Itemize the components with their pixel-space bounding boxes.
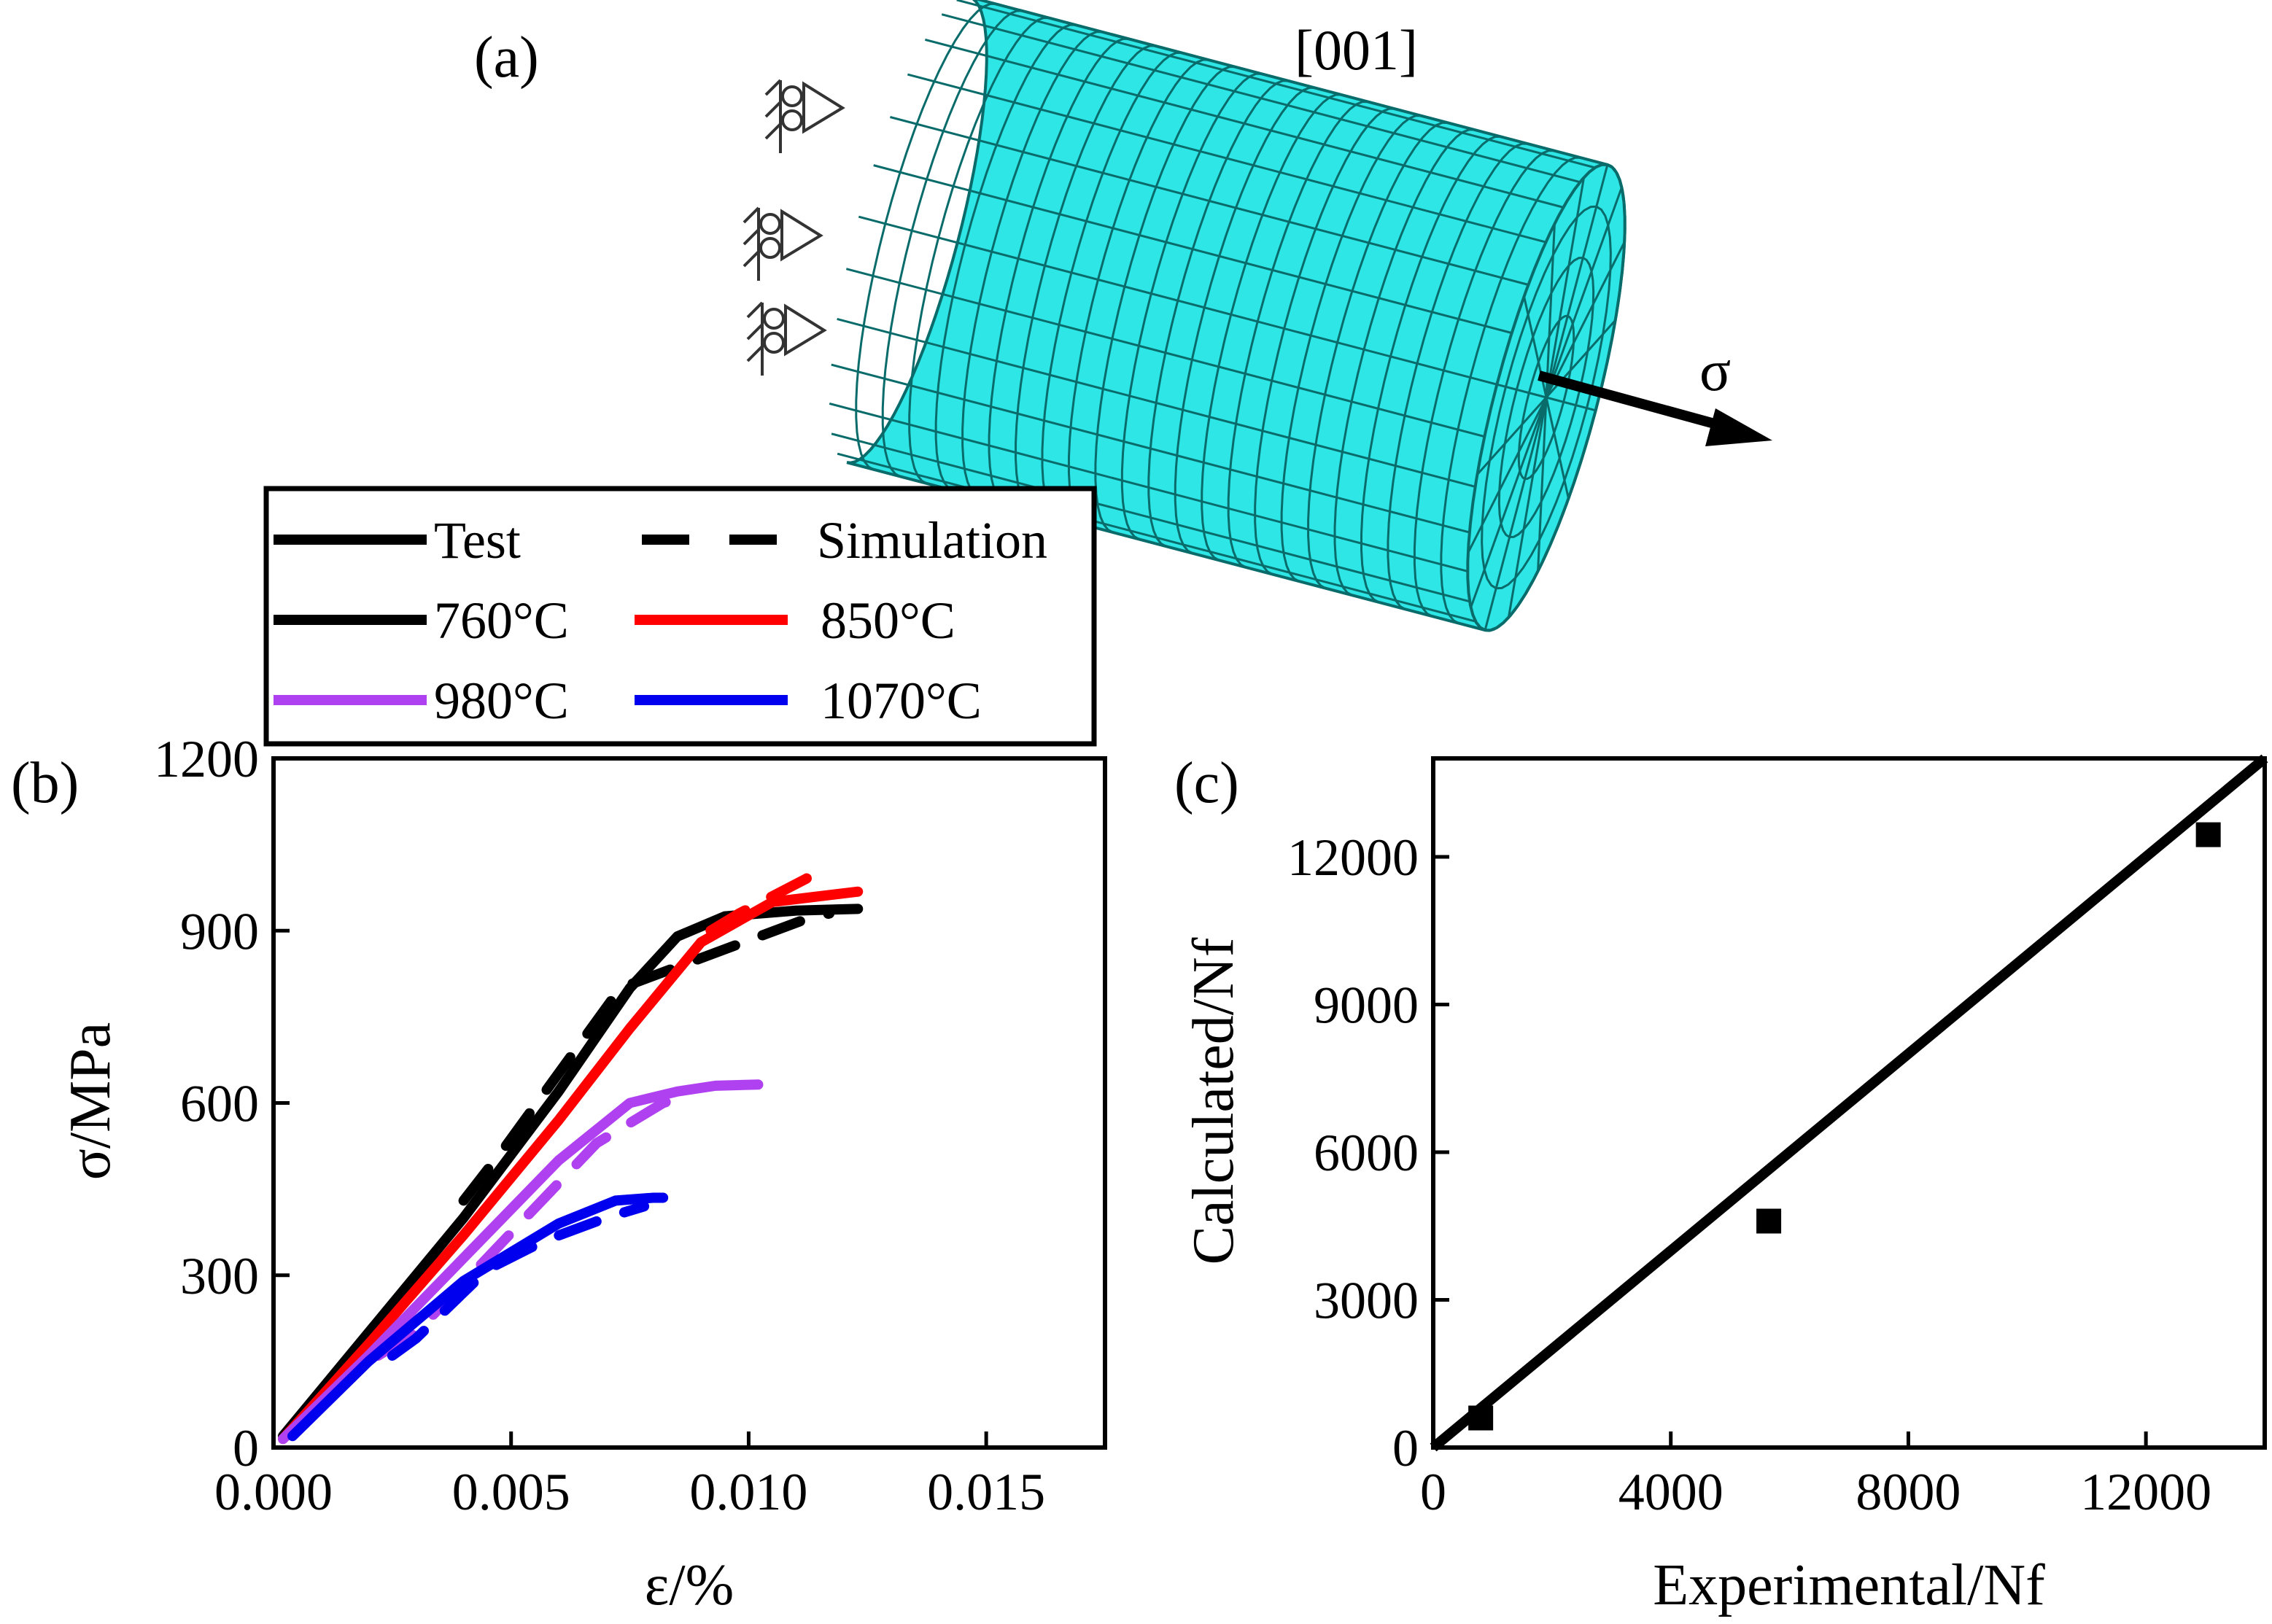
- stress-arrow: [1538, 370, 1726, 432]
- series-980c-simulation: [373, 1089, 697, 1361]
- plot-b-xlabel: ε/%: [645, 1553, 734, 1617]
- mesh-ring-line: [1307, 121, 1449, 589]
- direction-label: [001]: [1295, 18, 1418, 82]
- panel-b: (b) 0.000 0.005 0.010 0.015 0 300 600 900 1200 ε…: [11, 730, 1107, 1617]
- mesh-ring-line: [1440, 156, 1581, 624]
- plot-c-ylabel: Calculated/Nf: [1182, 937, 1246, 1264]
- stress-label: σ: [1699, 339, 1731, 403]
- end-face-mesh-spoke: [1537, 397, 1548, 572]
- mesh-ring-line: [1201, 93, 1342, 562]
- series-1070c-test: [287, 1192, 669, 1442]
- mesh-ring-line: [1360, 135, 1502, 604]
- mesh-ring-line: [1174, 86, 1315, 555]
- plot-c-axes: 0 4000 8000 12000 0 3000 6000 9000 12000: [1287, 828, 2211, 1521]
- panel-a: (a) [001]: [474, 0, 1772, 632]
- x-tick-label: 8000: [1856, 1463, 1961, 1521]
- series-760c-simulation: [458, 908, 835, 1206]
- end-face-mesh-spoke: [1545, 177, 1586, 398]
- end-face-mesh-spoke: [1507, 397, 1548, 618]
- plot-b-ylabel: σ/MPa: [58, 1022, 123, 1180]
- y-tick-label: 3000: [1314, 1272, 1419, 1330]
- panel-a-label: (a): [474, 26, 539, 90]
- end-face-mesh-spoke: [1545, 187, 1623, 398]
- mesh-ring-line: [1280, 114, 1422, 583]
- mesh-ring-line: [1041, 51, 1182, 520]
- end-face-mesh-spoke: [1545, 397, 1570, 499]
- mesh-ring-line: [908, 16, 1050, 485]
- roller-support-icon: [764, 79, 845, 153]
- series-850c-test: [278, 886, 864, 1445]
- y-tick-label: 1200: [154, 730, 259, 788]
- plot-c-marks: [1430, 754, 2268, 1452]
- mesh-ring-line: [1227, 100, 1368, 569]
- x-tick-label: 0.000: [214, 1463, 333, 1521]
- reference-line: [1430, 754, 2268, 1452]
- end-face-mesh-spoke: [1546, 396, 1597, 412]
- x-tick-label: 0.005: [452, 1463, 570, 1521]
- legend-760-label: 760°C: [434, 591, 569, 650]
- panel-c: (c) 0 4000 8000 12000 0 3000 6000 9000 12000 Exp…: [1174, 751, 2268, 1617]
- end-face-mesh-spoke: [1545, 164, 1609, 398]
- panel-b-label: (b): [11, 751, 79, 815]
- mesh-ring-line: [1333, 128, 1475, 597]
- legend-980-label: 980°C: [434, 672, 569, 730]
- data-point: [1756, 1208, 1782, 1234]
- y-tick-label: 0: [233, 1419, 259, 1477]
- series-760c-test: [278, 904, 864, 1442]
- legend-850-label: 850°C: [821, 591, 955, 650]
- mesh-ring-line: [1120, 72, 1262, 540]
- plot-b-series: [278, 862, 864, 1445]
- y-tick-label: 6000: [1314, 1124, 1419, 1182]
- stress-arrowhead: [1705, 408, 1772, 446]
- legend: Test Simulation 760°C 850°C 980°C 1070°C: [263, 486, 1097, 747]
- plot-c-xlabel: Experimental/Nf: [1653, 1553, 2045, 1617]
- roller-support-icon: [746, 301, 827, 376]
- mesh-ring-line: [961, 31, 1103, 499]
- x-tick-label: 4000: [1618, 1463, 1724, 1521]
- data-point: [2195, 822, 2221, 847]
- mesh-ring-line: [988, 37, 1129, 505]
- series-1070c-simulation: [387, 1201, 650, 1361]
- mesh-ring-line: [1147, 79, 1289, 548]
- legend-1070-label: 1070°C: [821, 672, 982, 730]
- mesh-ring-line: [881, 9, 1023, 478]
- y-tick-label: 600: [180, 1075, 259, 1133]
- mesh-ring-line: [1387, 142, 1528, 610]
- mesh-ring-line: [1413, 149, 1555, 618]
- x-tick-label: 0: [1420, 1463, 1446, 1521]
- end-face-mesh-spoke: [1470, 397, 1548, 608]
- y-tick-label: 0: [1392, 1419, 1419, 1477]
- plot-c-frame: [1431, 756, 2267, 1450]
- panel-c-label: (c): [1174, 751, 1239, 815]
- mesh-ring-line: [855, 2, 996, 471]
- y-tick-label: 900: [180, 902, 259, 960]
- series-980c-test: [278, 1079, 764, 1445]
- end-face-mesh-spoke: [1467, 397, 1548, 553]
- data-point: [1468, 1405, 1494, 1431]
- x-tick-label: 12000: [2080, 1463, 2211, 1521]
- mesh-ring-line: [1254, 107, 1395, 575]
- end-face-mesh-spoke: [1545, 241, 1626, 398]
- meshed-cylinder: [829, 0, 1627, 632]
- end-face-mesh-spoke: [1476, 396, 1548, 475]
- legend-simulation-label: Simulation: [817, 511, 1047, 570]
- y-tick-label: 12000: [1287, 828, 1419, 887]
- mesh-ring-line: [934, 23, 1076, 492]
- mesh-ring-line: [1015, 44, 1156, 513]
- end-face-mesh-spoke: [1545, 223, 1556, 398]
- x-tick-label: 0.010: [689, 1463, 807, 1521]
- end-face-mesh-spoke: [1496, 383, 1547, 399]
- x-tick-label: 0.015: [927, 1463, 1045, 1521]
- y-tick-label: 300: [180, 1247, 259, 1305]
- roller-support-icon: [743, 206, 823, 281]
- boundary-constraint-icons: [743, 79, 845, 376]
- end-face-mesh-spoke: [1484, 397, 1548, 631]
- plot-b-axes: 0.000 0.005 0.010 0.015 0 300 600 900 1200: [154, 730, 1045, 1521]
- series-850c-simulation: [705, 862, 830, 936]
- y-tick-label: 9000: [1314, 976, 1419, 1035]
- legend-test-label: Test: [434, 511, 521, 570]
